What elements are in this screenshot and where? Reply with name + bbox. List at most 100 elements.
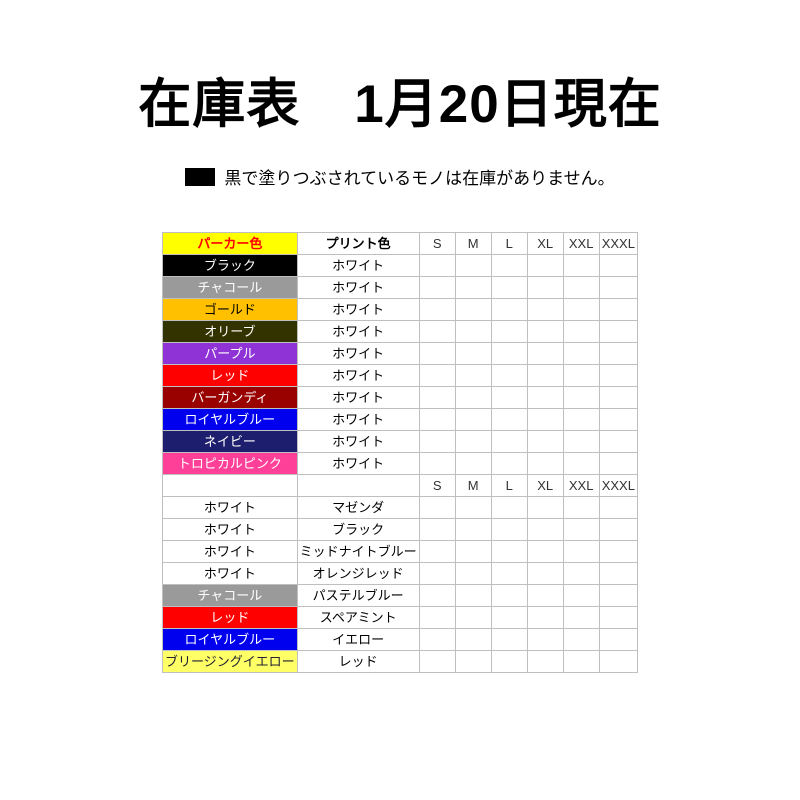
table-subheader-row: S M L XL XXL XXXL xyxy=(162,474,638,497)
print-color-cell: ホワイト xyxy=(296,298,420,321)
stock-cell xyxy=(454,606,492,629)
stock-cell xyxy=(490,408,528,431)
print-color-cell: スペアミント xyxy=(296,606,420,629)
stock-cell xyxy=(490,584,528,607)
stock-cell-soldout xyxy=(490,342,528,365)
stock-cell xyxy=(454,430,492,453)
stock-row: ホワイト オレンジレッド xyxy=(162,562,638,585)
stock-cell xyxy=(418,628,456,651)
stock-cell xyxy=(526,650,564,673)
stock-row: トロピカルピンク ホワイト xyxy=(162,452,638,475)
legend-note: 黒で塗りつぶされているモノは在庫がありません。 xyxy=(0,164,800,189)
stock-cell-soldout xyxy=(454,298,492,321)
stock-cell xyxy=(418,254,456,277)
stock-cell xyxy=(418,562,456,585)
stock-cell xyxy=(418,408,456,431)
print-color-cell: ホワイト xyxy=(296,342,420,365)
print-color-cell: ミッドナイトブルー xyxy=(296,540,420,563)
stock-row: ホワイト マゼンダ xyxy=(162,496,638,519)
size-header-s: S xyxy=(418,232,456,255)
stock-cell xyxy=(454,342,492,365)
print-color-cell: マゼンダ xyxy=(296,496,420,519)
hoodie-color-header: パーカー色 xyxy=(162,232,298,255)
stock-cell xyxy=(454,452,492,475)
stock-cell xyxy=(454,518,492,541)
stock-row: オリーブ ホワイト xyxy=(162,320,638,343)
print-color-cell: ホワイト xyxy=(296,276,420,299)
stock-cell xyxy=(526,540,564,563)
hoodie-color-cell: ゴールド xyxy=(162,298,298,321)
stock-cell xyxy=(454,408,492,431)
stock-cell-soldout xyxy=(598,650,638,673)
stock-cell xyxy=(526,606,564,629)
size-header-xl: XL xyxy=(526,232,564,255)
stock-cell xyxy=(418,584,456,607)
size-header-xl: XL xyxy=(526,474,564,497)
hoodie-color-cell: トロピカルピンク xyxy=(162,452,298,475)
stock-cell xyxy=(490,364,528,387)
stock-cell xyxy=(454,276,492,299)
hoodie-color-cell: バーガンディ xyxy=(162,386,298,409)
stock-cell xyxy=(526,364,564,387)
stock-cell-soldout xyxy=(418,298,456,321)
stock-cell-soldout xyxy=(598,276,638,299)
stock-cell xyxy=(526,628,564,651)
stock-cell xyxy=(454,540,492,563)
print-color-cell: イエロー xyxy=(296,628,420,651)
stock-cell-soldout xyxy=(598,540,638,563)
stock-cell-soldout xyxy=(598,342,638,365)
hoodie-color-cell: チャコール xyxy=(162,276,298,299)
print-color-cell: パステルブルー xyxy=(296,584,420,607)
stock-row: チャコール ホワイト xyxy=(162,276,638,299)
stock-cell xyxy=(454,562,492,585)
stock-cell xyxy=(418,386,456,409)
print-color-cell: オレンジレッド xyxy=(296,562,420,585)
size-header-xxxl: XXXL xyxy=(598,474,638,497)
print-color-cell: レッド xyxy=(296,650,420,673)
hoodie-color-cell: パープル xyxy=(162,342,298,365)
stock-cell-soldout xyxy=(598,298,638,321)
print-color-cell: ホワイト xyxy=(296,452,420,475)
stock-row: バーガンディ ホワイト xyxy=(162,386,638,409)
hoodie-color-cell: ホワイト xyxy=(162,540,298,563)
stock-cell xyxy=(490,606,528,629)
stock-cell xyxy=(418,342,456,365)
stock-cell-soldout xyxy=(598,562,638,585)
stock-cell xyxy=(526,452,564,475)
stock-row: ゴールド ホワイト xyxy=(162,298,638,321)
stock-cell xyxy=(562,606,600,629)
print-color-cell: ホワイト xyxy=(296,386,420,409)
stock-cell xyxy=(562,254,600,277)
stock-cell-soldout xyxy=(490,562,528,585)
stock-cell xyxy=(418,650,456,673)
stock-cell-soldout xyxy=(562,342,600,365)
stock-row: ホワイト ミッドナイトブルー xyxy=(162,540,638,563)
stock-row: レッド ホワイト xyxy=(162,364,638,387)
stock-cell xyxy=(454,650,492,673)
stock-cell xyxy=(418,276,456,299)
hoodie-color-cell: ブラック xyxy=(162,254,298,277)
hoodie-color-cell: ネイビー xyxy=(162,430,298,453)
stock-cell-soldout xyxy=(598,364,638,387)
stock-cell-soldout xyxy=(490,518,528,541)
stock-cell xyxy=(526,276,564,299)
stock-cell xyxy=(526,408,564,431)
hoodie-color-cell: レッド xyxy=(162,606,298,629)
stock-cell-soldout xyxy=(562,298,600,321)
stock-cell xyxy=(562,518,600,541)
stock-row: レッド スペアミント xyxy=(162,606,638,629)
stock-cell xyxy=(526,342,564,365)
size-header-s: S xyxy=(418,474,456,497)
stock-row: ブリージングイエロー レッド xyxy=(162,650,638,673)
size-header-xxl: XXL xyxy=(562,474,600,497)
stock-cell-soldout xyxy=(598,496,638,519)
hoodie-color-cell: ブリージングイエロー xyxy=(162,650,298,673)
stock-cell xyxy=(418,496,456,519)
stock-cell xyxy=(454,628,492,651)
stock-cell xyxy=(490,628,528,651)
stock-cell-soldout xyxy=(598,518,638,541)
hoodie-color-cell: オリーブ xyxy=(162,320,298,343)
stock-cell-soldout xyxy=(526,320,564,343)
stock-cell xyxy=(598,254,638,277)
